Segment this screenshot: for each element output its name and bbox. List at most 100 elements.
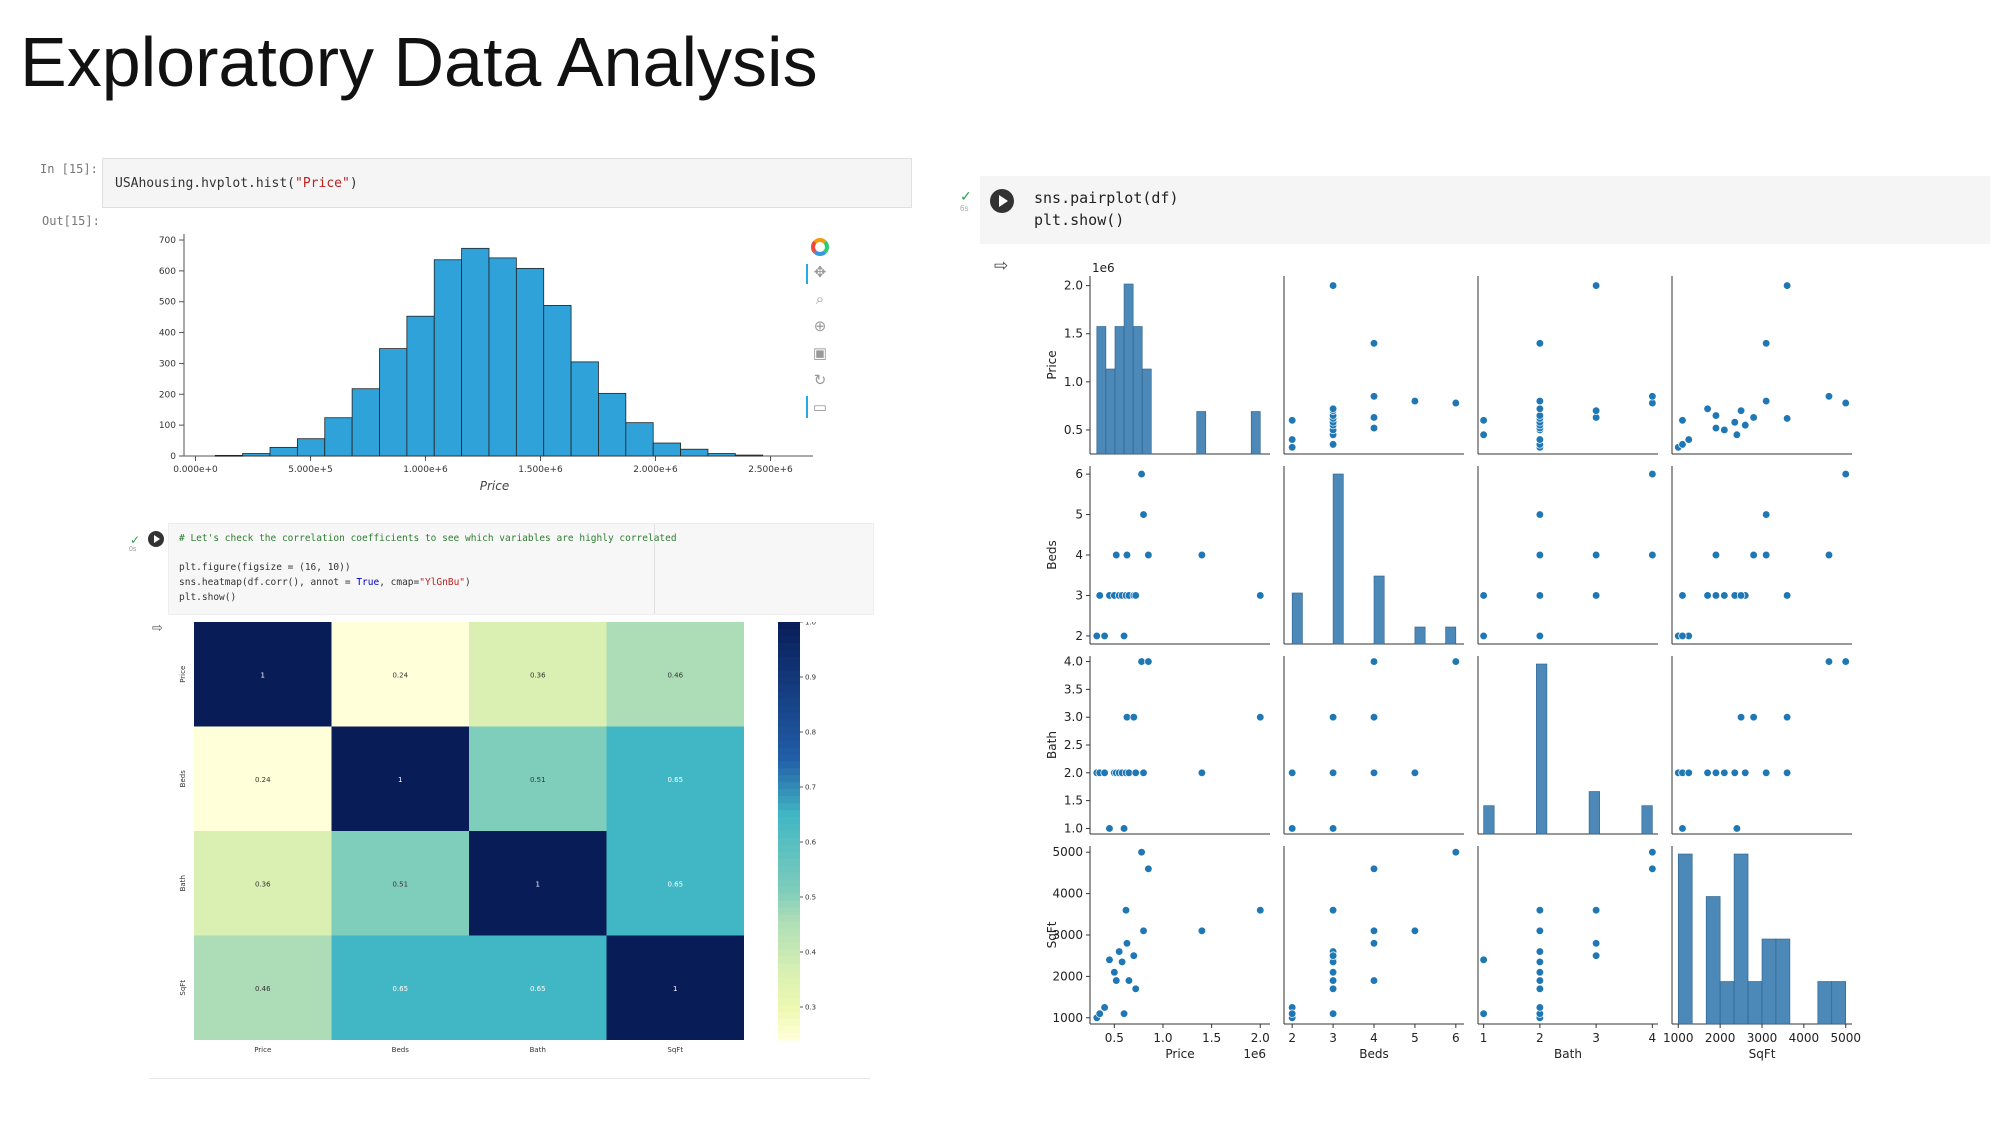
run-cell-button[interactable] [148,531,164,547]
code-keyword: True [356,577,380,588]
heatmap-x-label: Beds [392,1046,410,1054]
scatter-point [1591,281,1601,290]
scatter-point [1648,550,1657,560]
heatmap-annotation: 0.36 [530,671,546,679]
heatmap-cell [194,831,332,936]
colorbar-tick-label: 1.0 [805,622,816,627]
colorbar-segment [778,768,800,776]
colorbar-segment [778,907,800,916]
code-cell-hist[interactable]: USAhousing.hvplot.hist("Price") [102,158,912,208]
hvplot-logo-icon[interactable] [811,238,829,256]
code-line: USAhousing.hvplot.hist("Price") [115,176,358,191]
histogram-bar [242,453,271,457]
scatter-point [1369,976,1379,985]
scatter-point [1841,657,1850,666]
y-tick-label: 700 [159,236,176,246]
save-icon[interactable]: ▣ [812,345,828,362]
heatmap-cell [331,935,469,1040]
y-axis-title: SqFt [1045,921,1059,948]
wheel-zoom-icon[interactable]: ⊕ [813,318,827,335]
pan-icon[interactable]: ✥ [813,264,827,281]
scatter-point [1328,768,1338,777]
colorbar-segment [778,872,800,881]
code-text: sns.heatmap(df.corr(), annot = [179,577,357,588]
colorbar-segment [778,663,800,672]
code-cell-heatmap[interactable]: # Let's check the correlation coefficien… [168,523,874,615]
x-tick-label: 1.0 [1153,1031,1172,1045]
scatter-point [1095,1009,1104,1018]
colorbar-segment [778,837,800,846]
x-tick-label: 1.5 [1202,1031,1221,1045]
code-cell-pairplot[interactable]: sns.pairplot(df) plt.show() [980,176,1990,244]
diagonal-histogram-bar [1332,473,1344,645]
scatter-point [1122,939,1132,948]
diagonal-histogram-bar [1831,981,1847,1025]
scatter-point [1122,550,1132,560]
colorbar-segment [778,879,800,888]
y-tick-label: 2.0 [1064,766,1083,780]
scatter-point [1535,906,1545,915]
scatter-point [1328,968,1338,977]
x-tick-label: 2.000e+6 [633,465,678,475]
x-axis-title: SqFt [1749,1047,1776,1061]
output-icon: ⇨ [152,620,163,635]
scatter-point [1703,591,1712,600]
play-icon [999,195,1008,207]
scatter-point [1119,1009,1129,1018]
reset-icon[interactable]: ↻ [813,372,827,389]
histogram-bar [461,247,490,457]
scatter-point [1129,951,1138,960]
scatter-point [1684,768,1693,777]
colorbar-segment [778,754,800,762]
y-tick-label: 1.0 [1064,375,1083,389]
scatter-point [1720,425,1729,435]
code-text-end: ) [349,176,358,191]
heatmap-cell [331,622,469,727]
y-tick-label: 400 [159,329,176,339]
diagonal-histogram-bar [1705,896,1721,1025]
scatter-point [1328,713,1338,722]
y-tick-label: 1000 [1052,1011,1083,1025]
x-tick-label: 4000 [1789,1031,1820,1045]
diagonal-histogram-bar [1536,663,1548,835]
diagonal-histogram-bar [1141,368,1152,455]
scatter-point [1197,926,1207,936]
colorbar-tick-label: 0.9 [805,674,816,682]
price-histogram-chart[interactable]: 0 100 200 300 400 500 600 700 0.000e+0 5.000e+5 1.… [140,228,820,498]
histogram-bar [406,315,435,457]
scatter-point [1129,713,1138,722]
histogram-bar [543,305,572,457]
box-zoom-icon[interactable]: ⌕ [815,291,825,308]
colorbar-segment [778,789,800,797]
hover-icon[interactable]: ▭ [812,399,828,416]
x-tick-label: 1.000e+6 [403,465,448,475]
scatter-point [1841,398,1850,408]
diagonal-histogram-bar [1445,626,1457,645]
scatter-point [1762,768,1771,777]
scatter-point [1741,768,1750,777]
colorbar-segment [778,677,800,686]
run-cell-button-2[interactable] [990,189,1014,213]
y-axis-title: Beds [1045,540,1059,569]
colorbar-tick-label: 0.8 [805,729,816,737]
heatmap-y-label: Bath [179,875,187,891]
scatter-point [1144,657,1153,666]
colorbar-segment [778,824,800,832]
scatter-point [1328,976,1338,985]
y-tick-label: 4.0 [1064,655,1083,669]
scatter-point [1328,281,1338,290]
scatter-point [1762,339,1771,348]
pairplot-chart[interactable]: 0.5 1.0 1.5 2.0 Price 2 3 4 5 6 Beds 1.0 1.5 2.0 2.5 3.… [1020,258,1880,1090]
scatter-point [1535,957,1545,967]
scatter-point [1369,392,1379,401]
heatmap-annotation: 1 [536,880,540,888]
correlation-heatmap-chart[interactable]: 1 0.24 0.36 0.460.24 1 0.51 0.650.36 0.51 1 0.650… [170,622,830,1062]
scatter-point [1131,768,1140,777]
scatter-point [1369,768,1379,777]
code-line-2: plt.show() [1034,211,1125,229]
scatter-point [1328,906,1338,915]
colorbar-segment [778,761,800,769]
active-hover-indicator [806,396,808,418]
scatter-point [1288,824,1297,833]
scatter-point [1648,848,1657,857]
